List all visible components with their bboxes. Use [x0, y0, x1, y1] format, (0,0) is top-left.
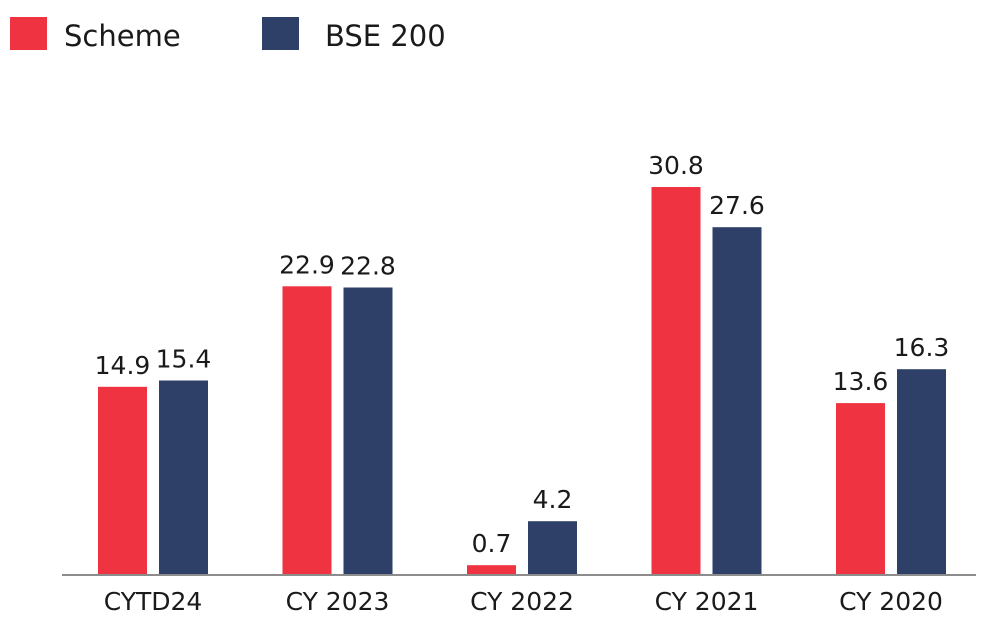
legend-swatch-scheme	[10, 17, 47, 50]
data-label-bse-200-cytd24: 15.4	[156, 345, 212, 374]
bar-bse-200-cy-2022	[528, 521, 577, 574]
legend-label-scheme: Scheme	[64, 19, 181, 53]
bar-scheme-cy-2022	[467, 565, 516, 574]
x-tick-label-cy-2023: CY 2023	[286, 587, 390, 616]
bar-bse-200-cy-2023	[343, 287, 393, 574]
legend-swatch-bse-200	[262, 17, 299, 50]
bar-scheme-cytd24	[98, 386, 147, 574]
data-label-scheme-cy-2021: 30.8	[648, 151, 704, 180]
data-labels-group: 14.9 15.4 22.9 22.8 0.7 4.2 30.827.6 13.616.3	[95, 151, 950, 558]
x-axis-tick-labels: CYTD24 CY 2023 CY 2022 CY 2021 CY 2020	[104, 587, 943, 616]
bar-scheme-cy-2023	[282, 286, 332, 574]
bars-group	[98, 187, 946, 574]
x-tick-label-cytd24: CYTD24	[104, 587, 203, 616]
data-label-scheme-cy-2020: 13.6	[833, 367, 889, 396]
data-label-bse-200-cy-2022: 4.2	[533, 485, 573, 514]
bar-bse-200-cy-2021	[712, 227, 762, 574]
data-label-scheme-cy-2022: 0.7	[472, 529, 512, 558]
legend-label-bse-200: BSE 200	[325, 19, 446, 53]
data-label-bse-200-cy-2020: 16.3	[894, 333, 950, 362]
x-tick-label-cy-2021: CY 2021	[655, 587, 759, 616]
legend: Scheme BSE 200	[10, 17, 446, 53]
data-label-bse-200-cy-2021: 27.6	[709, 191, 765, 220]
x-tick-label-cy-2022: CY 2022	[470, 587, 574, 616]
bar-scheme-cy-2020	[836, 403, 885, 574]
data-label-bse-200-cy-2023: 22.8	[340, 252, 396, 281]
x-tick-label-cy-2020: CY 2020	[839, 587, 943, 616]
bar-scheme-cy-2021	[651, 187, 701, 574]
data-label-scheme-cytd24: 14.9	[95, 351, 151, 380]
bar-bse-200-cy-2020	[897, 369, 946, 574]
data-label-scheme-cy-2023: 22.9	[279, 250, 335, 279]
bar-bse-200-cytd24	[159, 380, 208, 574]
